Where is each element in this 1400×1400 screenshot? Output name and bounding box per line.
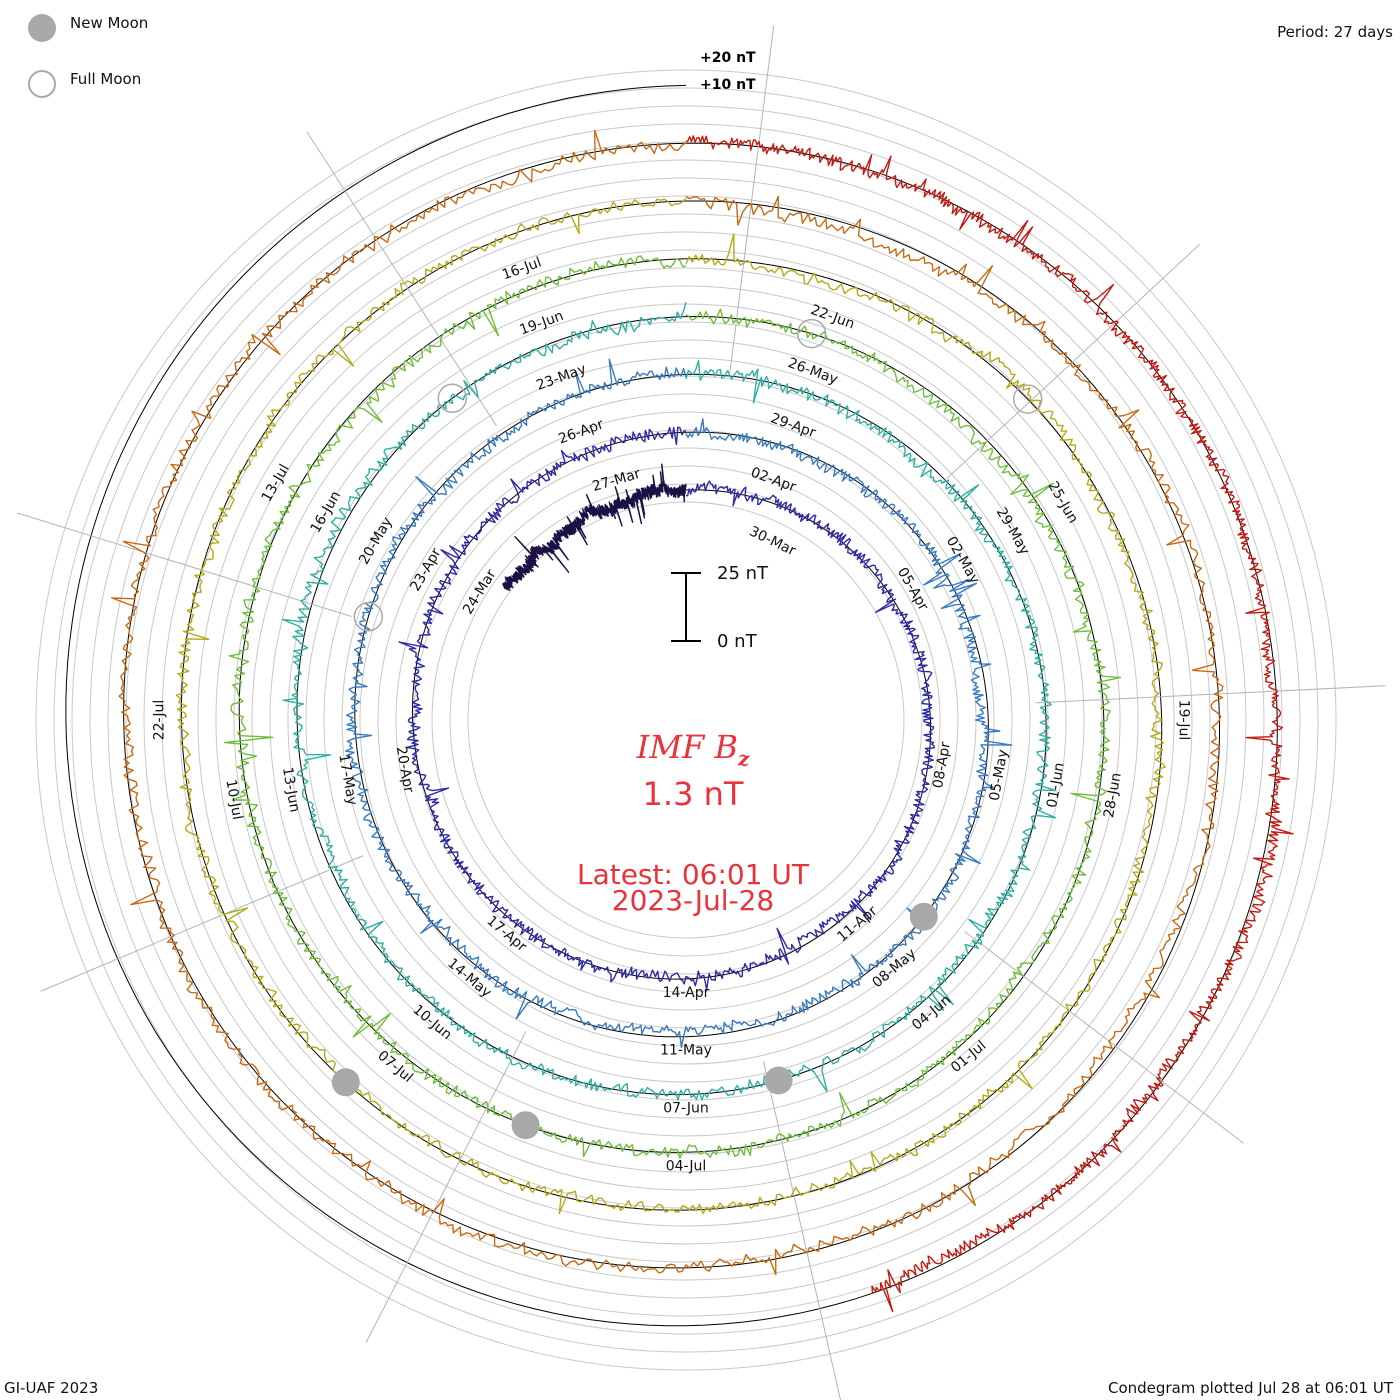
grid-ring: [143, 177, 1229, 1263]
date-label: 28-Jun: [1101, 771, 1125, 819]
grid-ring: [125, 159, 1247, 1281]
new-moon-marker: [331, 1068, 360, 1097]
date-label: 02-May: [943, 534, 983, 587]
trace-6: [175, 197, 1167, 1215]
latest-date: 2023-Jul-28: [611, 884, 775, 917]
date-label: 19-Jul: [1176, 700, 1192, 741]
trace-7: [110, 129, 1224, 1276]
trace-1: [502, 463, 687, 591]
radial-spoke: [763, 1061, 842, 1400]
date-label: 07-Jun: [663, 1101, 709, 1117]
trace-8: [685, 135, 1294, 1313]
date-label: 10-Jul: [222, 778, 245, 821]
date-label: 22-Jul: [152, 700, 168, 741]
credit-label: GI-UAF 2023: [4, 1379, 99, 1397]
date-label: 04-Jun: [909, 992, 954, 1034]
full-moon-label: Full Moon: [70, 70, 142, 88]
radial-spoke: [17, 512, 352, 617]
new-moon-marker: [511, 1111, 540, 1140]
grid-ring: [287, 321, 1085, 1119]
parameter-name: IMF B: [636, 728, 738, 766]
date-label: 24-Mar: [460, 567, 500, 618]
new-moon-label: New Moon: [70, 14, 149, 32]
ring-tick-label-20: +20 nT: [700, 50, 756, 66]
date-label: 13-Jun: [279, 766, 303, 814]
new-moon-marker: [764, 1066, 793, 1095]
grid-ring: [71, 105, 1301, 1335]
grid-ring: [35, 69, 1337, 1371]
date-label: 19-Jun: [518, 308, 566, 339]
grid-ring: [53, 87, 1319, 1353]
period-label: Period: 27 days: [1277, 23, 1393, 41]
date-label: 23-May: [534, 361, 588, 394]
trace-4: [281, 302, 1057, 1102]
radial-spoke: [729, 25, 775, 373]
zero-level-spiral: [123, 142, 1220, 1269]
date-label: 26-Apr: [556, 416, 606, 447]
ring-grid: [35, 69, 1337, 1371]
full-moon-icon: [28, 70, 56, 98]
radial-spoke: [306, 131, 497, 427]
date-label: 29-Apr: [768, 410, 818, 441]
current-value: 1.3 nT: [642, 775, 744, 813]
grid-ring: [233, 267, 1139, 1173]
new-moon-icon: [28, 14, 56, 42]
grid-ring: [215, 249, 1157, 1191]
parameter-title: IMF Bz: [0, 728, 1386, 770]
zero-level-spiral: [65, 84, 1278, 1327]
date-label: 11-May: [660, 1043, 712, 1059]
date-label: 08-May: [869, 946, 919, 992]
full-moon-marker: [796, 318, 827, 349]
radial-spoke: [365, 1031, 527, 1343]
date-label: 04-Jul: [666, 1158, 707, 1174]
radial-spoke: [40, 855, 364, 992]
date-label: 23-Apr: [407, 545, 444, 594]
grid-ring: [467, 501, 905, 939]
scale-bottom-label: 0 nT: [717, 631, 757, 652]
date-label: 07-Jul: [374, 1048, 415, 1086]
date-label: 13-Jul: [259, 462, 293, 505]
zero-level-spiral: [180, 200, 1163, 1211]
zero-level-spiral: [354, 373, 989, 1038]
grid-ring: [359, 393, 1013, 1047]
trace-5: [223, 255, 1122, 1159]
ring-tick-label-10: +10 nT: [700, 77, 756, 93]
grid-ring: [377, 411, 995, 1029]
scale-top-label: 25 nT: [717, 563, 769, 584]
grid-ring: [197, 231, 1175, 1209]
grid-ring: [431, 465, 941, 975]
date-label: 01-Jul: [948, 1038, 989, 1076]
radial-spoke: [964, 931, 1244, 1144]
grid-ring: [161, 195, 1211, 1245]
grid-ring: [323, 357, 1049, 1083]
trace-2: [398, 426, 935, 991]
parameter-subscript: z: [737, 746, 750, 771]
date-label: 14-Apr: [663, 985, 710, 1001]
date-label: 26-May: [786, 355, 840, 388]
new-moon-marker: [909, 902, 938, 931]
grid-ring: [413, 447, 959, 993]
full-moon-marker: [353, 602, 384, 632]
radial-spoke: [1035, 685, 1386, 704]
grid-ring: [305, 339, 1067, 1101]
full-moon-marker: [437, 383, 468, 414]
date-label: 22-Jun: [808, 302, 856, 333]
trace-3: [344, 358, 1013, 1049]
plotted-label: Condegram plotted Jul 28 at 06:01 UT: [1107, 1379, 1393, 1397]
grid-ring: [395, 429, 977, 1011]
grid-ring: [107, 141, 1265, 1299]
grid-ring: [251, 285, 1121, 1155]
date-label: 16-Jul: [500, 254, 544, 283]
grid-ring: [89, 123, 1283, 1317]
data-traces: [110, 129, 1294, 1313]
grid-ring: [179, 213, 1193, 1227]
moon-markers: [331, 318, 1043, 1140]
full-moon-marker: [1012, 384, 1043, 414]
date-label: 01-Jun: [1044, 761, 1068, 809]
latest-time: Latest: 06:01 UT: [576, 858, 810, 891]
